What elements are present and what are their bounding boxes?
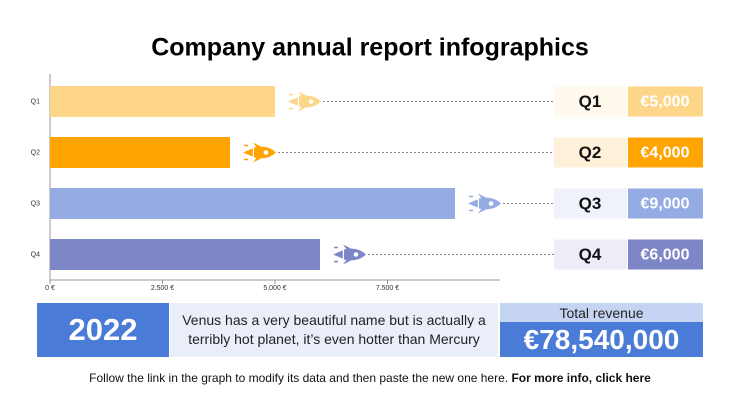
total-label: Total revenue	[500, 303, 703, 322]
rocket-flame	[468, 195, 478, 212]
value-box	[628, 239, 703, 270]
value-box	[628, 137, 703, 168]
bar	[50, 86, 275, 117]
x-tick-label: 5.000 €	[263, 285, 286, 292]
rocket-window	[308, 99, 314, 104]
value-label: €6,000	[641, 247, 690, 264]
rocket-icon	[243, 142, 276, 163]
rocket-icon	[288, 91, 321, 112]
x-tick-label: 2.500 €	[151, 285, 174, 292]
footer-link[interactable]: For more info, click here	[511, 371, 651, 385]
value-label: €9,000	[641, 196, 690, 213]
y-tick-label: Q2	[31, 149, 40, 156]
year-box: 2022	[37, 303, 169, 357]
category-label: Q4	[579, 245, 602, 264]
y-tick-label: Q3	[31, 200, 40, 207]
rocket-flame	[333, 246, 343, 263]
bar	[50, 239, 320, 270]
value-label: €5,000	[641, 94, 690, 111]
rocket-window	[263, 150, 269, 155]
category-box	[554, 86, 627, 117]
chart-title: Company annual report infographics	[151, 34, 589, 62]
footer-text: Follow the link in the graph to modify i…	[89, 371, 509, 385]
category-box	[554, 137, 627, 168]
x-tick-label: 0 €	[45, 285, 55, 292]
rocket-icon	[468, 193, 501, 214]
bar	[50, 137, 230, 168]
rocket-flame	[288, 93, 298, 110]
footer: Follow the link in the graph to modify i…	[0, 371, 740, 385]
value-label: €4,000	[641, 145, 690, 162]
chart: Company annual report infographics 0 € 2.…	[31, 34, 703, 292]
category-label: Q2	[579, 143, 602, 162]
rocket-flame	[243, 144, 253, 161]
category-box	[554, 188, 627, 219]
y-tick-label: Q1	[31, 98, 40, 105]
description: Venus has a very beautiful name but is a…	[170, 303, 498, 357]
category-label: Q1	[579, 92, 602, 111]
category-label: Q3	[579, 194, 602, 213]
bar	[50, 188, 455, 219]
category-box	[554, 239, 627, 270]
value-box	[628, 86, 703, 117]
rocket-window	[488, 201, 494, 206]
rocket-icon	[333, 244, 366, 265]
y-tick-label: Q4	[31, 251, 40, 258]
x-tick-label: 7.500 €	[376, 285, 399, 292]
rocket-window	[353, 252, 359, 257]
value-box	[628, 188, 703, 219]
total-value: €78,540,000	[500, 322, 703, 357]
